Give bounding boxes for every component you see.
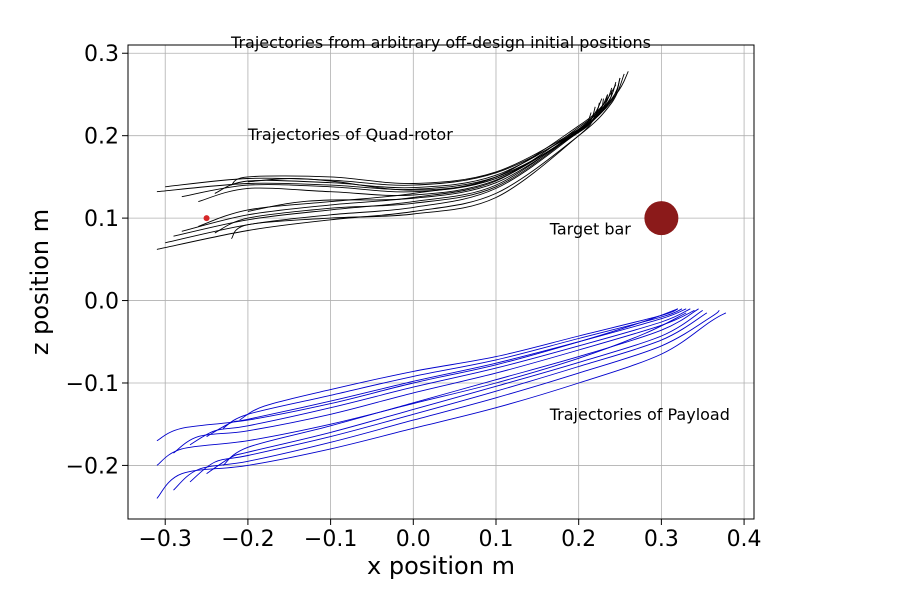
quad-rotor-trajectory-12 bbox=[231, 98, 603, 186]
quad-rotor-trajectory-9 bbox=[181, 81, 617, 198]
x-tick-label: 0.2 bbox=[561, 527, 596, 552]
series-layer bbox=[156, 71, 727, 499]
payload-trajectory-24 bbox=[206, 308, 687, 437]
quad-rotor-trajectory-7 bbox=[156, 71, 629, 193]
payload-trajectory-20 bbox=[206, 310, 703, 475]
payload-trajectory-15 bbox=[156, 308, 679, 442]
x-tick-label: 0.1 bbox=[478, 527, 513, 552]
payload-trajectory-16 bbox=[156, 312, 687, 466]
x-tick-label: −0.2 bbox=[221, 527, 274, 552]
payload-trajectory-25 bbox=[222, 308, 683, 429]
x-tick-label: 0.4 bbox=[727, 527, 762, 552]
y-tick-label: 0.0 bbox=[84, 290, 119, 315]
x-tick-label: 0.0 bbox=[396, 527, 431, 552]
x-tick-label: −0.3 bbox=[139, 527, 192, 552]
quad-rotor-trajectory-0 bbox=[156, 73, 625, 250]
x-tick-label: 0.3 bbox=[644, 527, 679, 552]
annotation-layer: Trajectories of Quad-rotor Target bar Traj… bbox=[247, 125, 730, 424]
annotation-label: Trajectories of Payload bbox=[549, 405, 730, 424]
quad-rotor-trajectory-10 bbox=[198, 87, 613, 203]
payload-trajectory-23 bbox=[189, 308, 691, 446]
quad-rotor-trajectory-13 bbox=[247, 106, 596, 191]
y-tick-label: −0.1 bbox=[66, 372, 119, 397]
x-tick-label: −0.1 bbox=[304, 527, 357, 552]
quad-rotor-trajectory-8 bbox=[165, 77, 621, 188]
annotation-label: Trajectories of Quad-rotor bbox=[247, 125, 453, 144]
y-tick-label: 0.3 bbox=[84, 42, 119, 67]
payload-trajectory-21 bbox=[222, 308, 699, 466]
payload-trajectory-26 bbox=[239, 308, 679, 421]
payload-trajectory-18 bbox=[173, 310, 720, 491]
marker-layer bbox=[203, 201, 679, 236]
quad-rotor-trajectory-14 bbox=[247, 112, 592, 212]
start-point-marker bbox=[203, 215, 210, 222]
payload-trajectory-22 bbox=[173, 309, 695, 454]
chart-title: Trajectories from arbitrary off-design i… bbox=[230, 33, 651, 52]
y-tick-label: 0.2 bbox=[84, 125, 119, 150]
annotation-label: Target bar bbox=[549, 220, 632, 239]
quad-rotor-trajectory-2 bbox=[173, 84, 617, 237]
payload-trajectory-17 bbox=[156, 312, 727, 499]
plot-background bbox=[128, 45, 754, 519]
y-axis-label: z position m bbox=[26, 209, 54, 355]
plot-frame bbox=[127, 44, 755, 520]
y-tick-label: 0.1 bbox=[84, 207, 119, 232]
x-axis-label: x position m bbox=[367, 552, 515, 580]
y-tick-label: −0.2 bbox=[66, 454, 119, 479]
tick-layer: −0.3 −0.2 −0.1 0.0 0.1 0.2 0.3 0.4 −0.2 −0.1 0.0 0.… bbox=[66, 42, 762, 552]
target-bar-marker bbox=[644, 201, 679, 236]
